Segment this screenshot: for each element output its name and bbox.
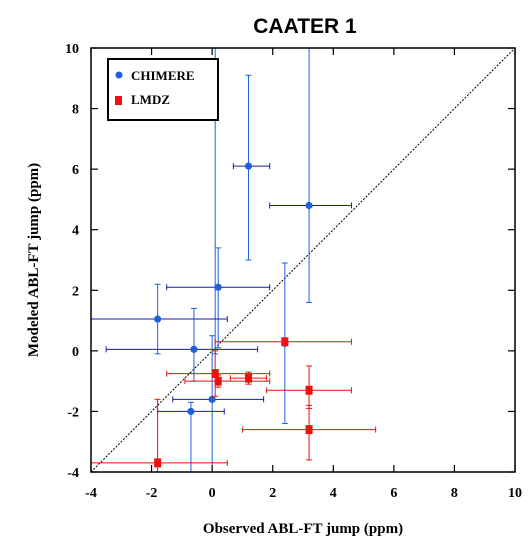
data-point-chimere — [187, 407, 195, 416]
y-tick-label: 6 — [72, 163, 79, 178]
data-point-lmdz — [214, 376, 222, 386]
data-point-lmdz — [305, 385, 313, 395]
y-tick-label: 4 — [72, 224, 79, 239]
y-tick-label: 10 — [65, 42, 79, 57]
data-point-lmdz — [211, 369, 219, 379]
one-to-one-line — [90, 47, 516, 473]
x-tick-label: 4 — [330, 486, 337, 501]
y-tick-label: 0 — [72, 345, 79, 360]
data-point-chimere — [154, 315, 162, 323]
data-layer — [91, 48, 377, 472]
data-point-chimere — [208, 395, 216, 403]
data-point-chimere — [190, 345, 198, 353]
series-chimere — [91, 48, 352, 472]
legend: CHIMERE LMDZ — [107, 58, 219, 121]
y-tick-label: -2 — [67, 405, 79, 420]
x-axis-label: Observed ABL-FT jump (ppm) — [203, 521, 403, 537]
legend-label-chimere: CHIMERE — [131, 68, 195, 83]
reference-line-layer — [90, 47, 516, 473]
legend-box — [107, 58, 219, 121]
x-tick-label: 2 — [269, 486, 276, 501]
legend-label-lmdz: LMDZ — [131, 92, 170, 107]
data-point-lmdz — [244, 373, 252, 383]
x-tick-label: 8 — [451, 486, 458, 501]
legend-marker-lmdz — [115, 96, 122, 105]
x-tick-label: -4 — [85, 486, 97, 501]
y-tick-label: 8 — [72, 103, 79, 118]
x-tick-label: -2 — [146, 486, 158, 501]
data-point-lmdz — [281, 337, 289, 347]
data-point-chimere — [244, 162, 253, 170]
tick-labels: -4 -2 0 2 4 6 8 10 -4 -2 0 2 4 6 8 10 — [65, 42, 522, 501]
data-point-lmdz — [305, 425, 313, 435]
data-point-chimere — [305, 201, 313, 210]
x-tick-label: 0 — [209, 486, 216, 501]
axis-ticks — [90, 47, 516, 473]
x-tick-label: 10 — [508, 486, 522, 501]
x-tick-label: 6 — [390, 486, 397, 501]
data-point-lmdz — [154, 458, 162, 468]
series-lmdz — [91, 337, 377, 472]
y-axis-label: Modeled ABL-FT jump (ppm) — [26, 163, 42, 357]
legend-marker-chimere — [115, 71, 123, 79]
data-point-chimere — [214, 283, 222, 291]
y-tick-label: 2 — [72, 284, 79, 299]
chart-title: CAATER 1 — [253, 15, 357, 38]
y-tick-label: -4 — [67, 466, 79, 481]
plot-frame — [90, 47, 516, 473]
